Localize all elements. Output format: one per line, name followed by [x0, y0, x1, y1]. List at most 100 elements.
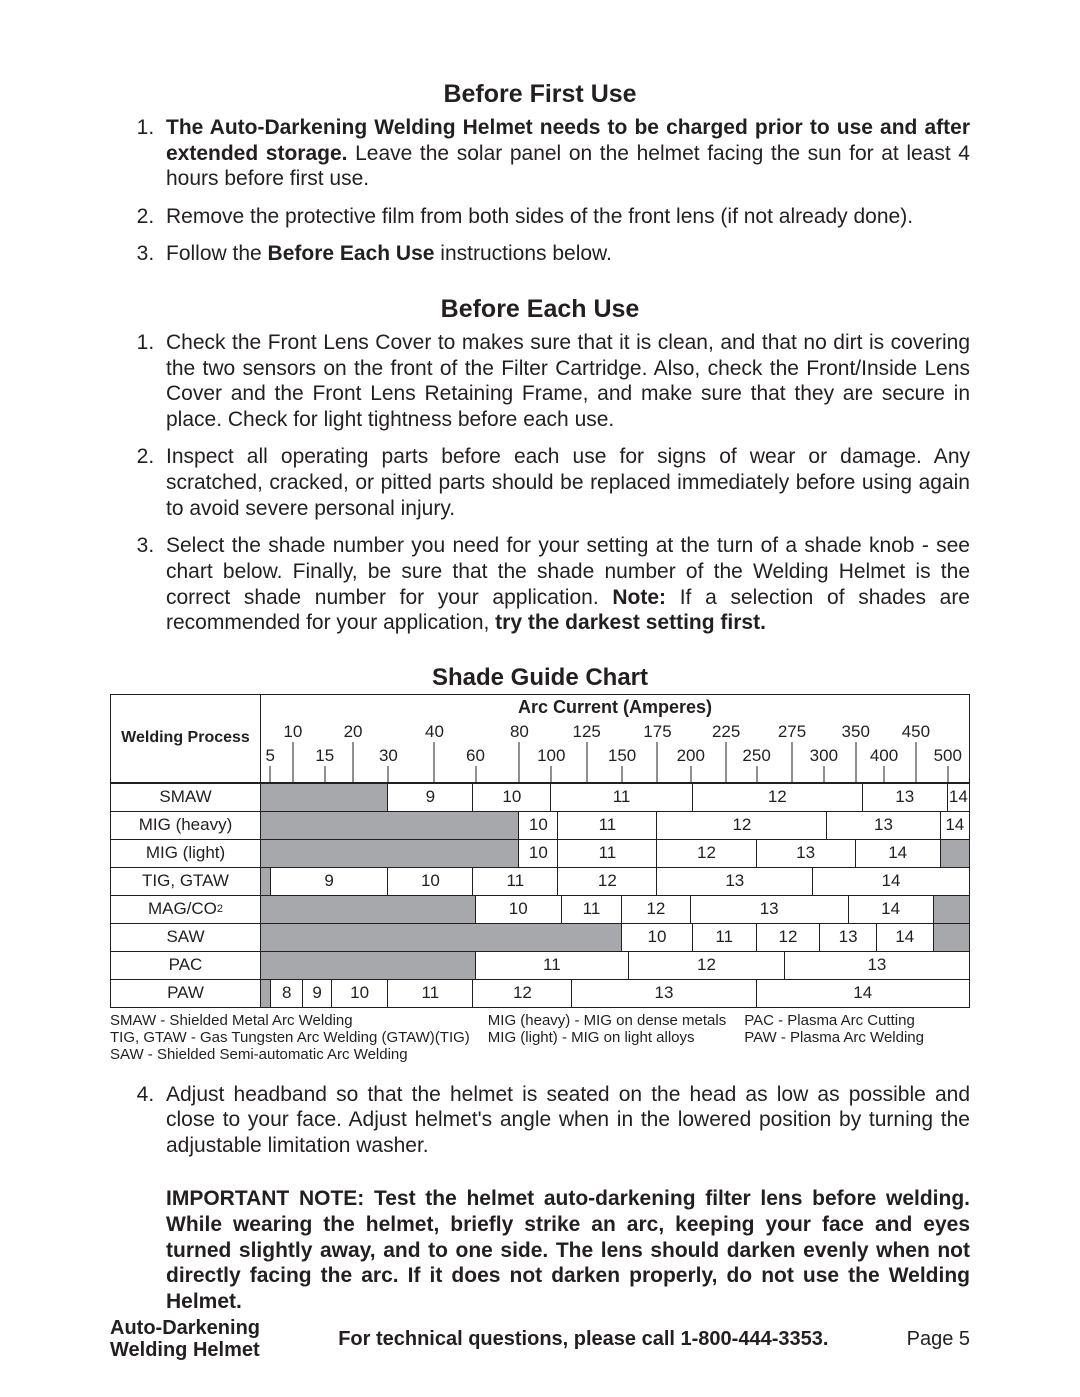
shade-segment	[261, 980, 271, 1007]
column-welding-process: Welding Process	[111, 695, 261, 782]
scale-major-label: 275	[778, 722, 806, 742]
value-segment: 11	[551, 784, 693, 811]
row-label: MIG (light)	[111, 840, 261, 867]
scale-minor-label: 250	[742, 746, 770, 766]
heading-before-each-use: Before Each Use	[110, 295, 970, 324]
list-before-each-use: Check the Front Lens Cover to makes sure…	[110, 330, 970, 636]
scale-tick	[947, 766, 948, 782]
value-segment: 9	[271, 868, 389, 895]
scale-major-label: 20	[344, 722, 363, 742]
value-segment: 10	[622, 924, 693, 951]
value-segment: 12	[757, 924, 821, 951]
scale-major-label: 350	[842, 722, 870, 742]
legend-entry: PAC - Plasma Arc Cutting	[744, 1012, 924, 1029]
legend-entry: MIG (heavy) - MIG on dense metals	[488, 1012, 726, 1029]
shade-segment	[261, 812, 519, 839]
shade-segment	[261, 868, 271, 895]
important-note: IMPORTANT NOTE: Test the helmet auto-dar…	[166, 1186, 970, 1314]
row-segments: 1011121314	[261, 896, 969, 923]
text: Auto-Darkening	[110, 1317, 260, 1339]
row-label: PAC	[111, 952, 261, 979]
value-segment: 10	[388, 868, 473, 895]
value-segment: 12	[629, 952, 785, 979]
legend-entry: TIG, GTAW - Gas Tungsten Arc Welding (GT…	[110, 1029, 470, 1046]
shade-segment	[261, 840, 519, 867]
value-segment: 13	[820, 924, 877, 951]
chart-row: MIG (heavy)1011121314	[111, 811, 969, 839]
page-footer: Auto-Darkening Welding Helmet For techni…	[110, 1317, 970, 1361]
legend-entry: MIG (light) - MIG on light alloys	[488, 1029, 726, 1046]
value-segment: 13	[827, 812, 940, 839]
list-item: Check the Front Lens Cover to makes sure…	[160, 330, 970, 432]
scale-minor-label: 300	[810, 746, 838, 766]
scale-minor-label: 5	[265, 746, 274, 766]
value-segment: 12	[473, 980, 572, 1007]
scale-minor-label: 100	[537, 746, 565, 766]
scale-tick	[270, 766, 271, 782]
text: instructions below.	[434, 242, 611, 265]
value-segment: 13	[757, 840, 856, 867]
scale-tick	[586, 742, 587, 782]
scale-major-label: 10	[283, 722, 302, 742]
value-segment: 10	[473, 784, 551, 811]
value-segment: 14	[757, 980, 969, 1007]
scale-minor-label: 60	[466, 746, 485, 766]
chart-row: MAG/CO21011121314	[111, 895, 969, 923]
value-segment: 13	[691, 896, 849, 923]
row-segments: 891011121314	[261, 980, 969, 1007]
value-segment: 14	[849, 896, 934, 923]
chart-title: Shade Guide Chart	[110, 664, 970, 692]
value-segment: 10	[519, 812, 558, 839]
chart-row: PAC111213	[111, 951, 969, 979]
value-segment: 11	[473, 868, 558, 895]
chart-body: SMAW91011121314MIG (heavy)1011121314MIG …	[111, 783, 969, 1007]
manual-page: Before First Use The Auto-Darkening Weld…	[0, 0, 1080, 1397]
value-segment: 12	[693, 784, 863, 811]
scale-tick	[756, 766, 757, 782]
amperes-scale: 1020408012517522527535045051530601001502…	[261, 720, 969, 782]
row-segments: 91011121314	[261, 784, 969, 811]
value-segment: 13	[785, 952, 969, 979]
scale-minor-label: 15	[315, 746, 334, 766]
value-segment: 14	[856, 840, 941, 867]
text-bold: Before Each Use	[268, 242, 435, 265]
list-item: Inspect all operating parts before each …	[160, 444, 970, 521]
scale-major-label: 175	[643, 722, 671, 742]
value-segment: 9	[388, 784, 473, 811]
value-segment: 14	[877, 924, 934, 951]
scale-tick	[657, 742, 658, 782]
legend-col: MIG (heavy) - MIG on dense metalsMIG (li…	[488, 1012, 726, 1064]
value-segment: 11	[562, 896, 622, 923]
scale-major-label: 40	[425, 722, 444, 742]
scale-minor-label: 150	[608, 746, 636, 766]
value-segment: 12	[558, 868, 657, 895]
heading-before-first-use: Before First Use	[110, 80, 970, 109]
legend-col: PAC - Plasma Arc CuttingPAW - Plasma Arc…	[744, 1012, 924, 1064]
list-item: Follow the Before Each Use instructions …	[160, 241, 970, 267]
row-label: SMAW	[111, 784, 261, 811]
chart-legend: SMAW - Shielded Metal Arc WeldingTIG, GT…	[110, 1012, 970, 1064]
value-segment: 11	[558, 812, 657, 839]
legend-entry: PAW - Plasma Arc Welding	[744, 1029, 924, 1046]
scale-tick	[353, 742, 354, 782]
scale-tick	[324, 766, 325, 782]
scale-major-label: 80	[510, 722, 529, 742]
scale-tick	[823, 766, 824, 782]
scale-tick	[622, 766, 623, 782]
text: Follow the	[166, 242, 268, 265]
scale-major-label: 125	[572, 722, 600, 742]
chart-row: SAW1011121314	[111, 923, 969, 951]
list-item: Select the shade number you need for you…	[160, 533, 970, 635]
chart-row: TIG, GTAW91011121314	[111, 867, 969, 895]
row-label: SAW	[111, 924, 261, 951]
value-segment: 11	[558, 840, 657, 867]
row-segments: 1011121314	[261, 924, 969, 951]
row-label: MIG (heavy)	[111, 812, 261, 839]
page-number: Page 5	[907, 1328, 970, 1351]
value-segment: 11	[388, 980, 473, 1007]
scale-tick	[519, 742, 520, 782]
shade-segment	[261, 784, 388, 811]
legend-entry: SAW - Shielded Semi-automatic Arc Weldin…	[110, 1046, 470, 1063]
row-segments: 1011121314	[261, 812, 969, 839]
value-segment: 13	[657, 868, 813, 895]
